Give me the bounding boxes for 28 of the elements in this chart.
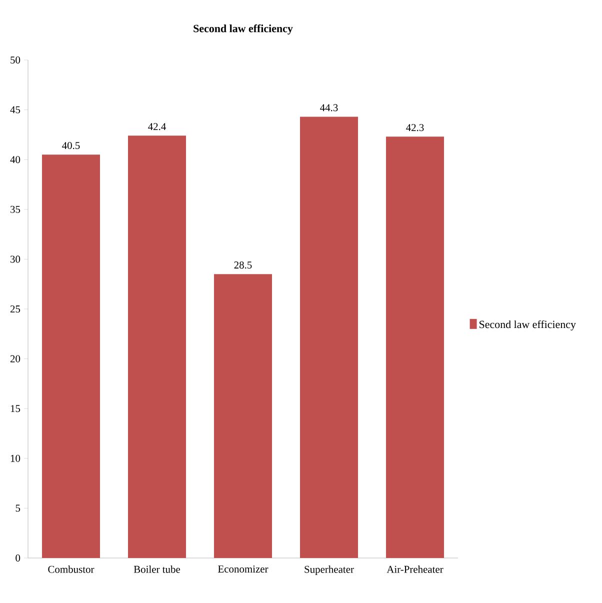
x-tick-label: Boiler tube (134, 566, 180, 573)
bar (128, 136, 186, 558)
x-tick-label: Combustor (48, 566, 94, 573)
y-tick-label: 10 (10, 454, 20, 462)
legend-label: Second law efficiency (480, 320, 576, 330)
chart-title: Second law efficiency (194, 24, 293, 34)
y-tick-label: 20 (10, 355, 20, 362)
data-label: 44.3 (320, 104, 338, 112)
bar (214, 274, 272, 558)
bar (386, 136, 444, 558)
y-tick-label: 0 (16, 554, 20, 562)
bar (42, 154, 100, 558)
y-tick-label: 25 (10, 305, 20, 313)
y-tick-label: 35 (10, 206, 20, 213)
y-tick-label: 40 (10, 156, 20, 164)
y-tick-label: 5 (16, 504, 20, 512)
y-tick-label: 50 (10, 56, 20, 64)
data-label: 28.5 (234, 262, 252, 269)
data-label: 42.3 (406, 124, 424, 132)
y-tick-label: 15 (10, 405, 20, 412)
x-tick-label: Air-Preheater (386, 566, 444, 573)
y-tick-label: 30 (10, 256, 20, 263)
x-tick-label: Superheater (304, 566, 354, 575)
data-label: 40.5 (62, 142, 80, 150)
x-tick-label: Economizer (218, 566, 268, 573)
y-tick-label: 45 (10, 106, 20, 114)
bar (300, 116, 358, 558)
data-label: 42.4 (148, 123, 166, 130)
